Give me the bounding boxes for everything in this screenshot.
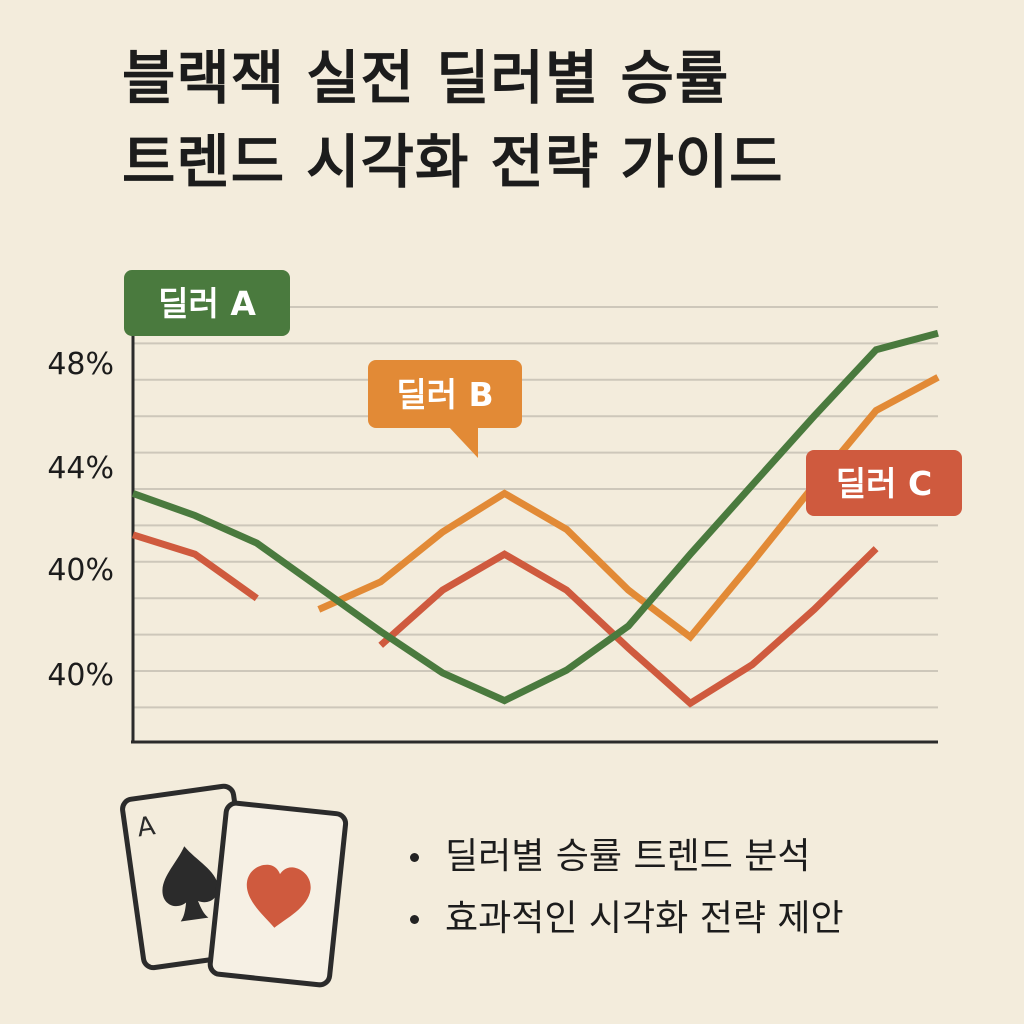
chart-series xyxy=(131,329,940,708)
chart-grid xyxy=(133,306,938,709)
title-line-1: 블랙잭 실전 딜러별 승률 xyxy=(122,44,730,112)
dealer-c-label: 딜러 C xyxy=(806,450,962,516)
ace-letter: A xyxy=(135,811,157,843)
summary-bullets: 딜러별 승률 트렌드 분석 효과적인 시각화 전략 제안 xyxy=(410,826,844,950)
bullet-item: 효과적인 시각화 전략 제안 xyxy=(410,888,844,950)
heart-card xyxy=(207,800,349,988)
y-tick-label: 40% xyxy=(47,658,114,693)
playing-cards: A xyxy=(120,783,349,988)
bullet-text: 딜러별 승률 트렌드 분석 xyxy=(445,836,811,877)
heart-icon xyxy=(246,864,311,928)
y-tick-label: 48% xyxy=(47,347,114,382)
bullet-text: 효과적인 시각화 전략 제안 xyxy=(445,898,844,939)
dealer-a-label: 딜러 A xyxy=(124,270,290,336)
dealer-a-label-box xyxy=(124,270,290,336)
bullet-item: 딜러별 승률 트렌드 분석 xyxy=(410,826,844,888)
dealer-b-label-pointer xyxy=(448,426,478,458)
win-rate-line-chart: 48% 44% 40% 40% 딜러 A 딜러 B 딜러 C xyxy=(47,270,962,744)
dealer-a-label-text: 딜러 A xyxy=(158,284,256,323)
spade-icon xyxy=(162,846,219,922)
y-tick-labels: 48% 44% 40% 40% xyxy=(47,347,114,693)
series-line-dealer-c xyxy=(131,531,259,602)
page-title: 블랙잭 실전 딜러별 승률 트렌드 시각화 전략 가이드 xyxy=(122,36,784,204)
dealer-b-label-text: 딜러 B xyxy=(396,375,493,414)
y-tick-label: 44% xyxy=(47,451,114,486)
chart-axes xyxy=(131,300,938,744)
series-line-dealer-a xyxy=(131,329,939,705)
title-line-2: 트렌드 시각화 전략 가이드 xyxy=(122,128,784,196)
y-tick-label: 40% xyxy=(47,553,114,588)
dealer-c-label-box xyxy=(806,450,962,516)
bullet-dot xyxy=(410,914,419,924)
dealer-c-label-text: 딜러 C xyxy=(836,464,932,503)
dealer-b-label: 딜러 B xyxy=(368,360,522,458)
dealer-b-label-box xyxy=(368,360,522,428)
series-line-dealer-c xyxy=(378,546,879,708)
bullet-dot xyxy=(410,852,419,862)
